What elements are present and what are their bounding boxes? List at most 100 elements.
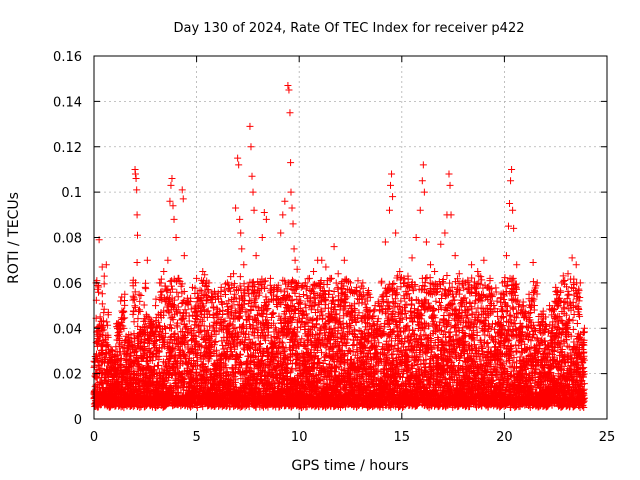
data-point — [279, 211, 287, 219]
data-point — [318, 256, 326, 264]
data-point — [232, 204, 240, 212]
data-point — [438, 356, 446, 364]
data-point — [406, 333, 414, 341]
data-point — [98, 263, 106, 271]
data-point — [466, 289, 474, 297]
data-point — [471, 285, 479, 293]
data-point — [570, 338, 578, 346]
data-point — [289, 220, 297, 228]
data-point — [416, 206, 424, 214]
data-point — [419, 161, 427, 169]
data-point — [285, 86, 293, 94]
data-point — [330, 243, 338, 251]
data-point — [170, 275, 178, 283]
data-point — [381, 238, 389, 246]
data-point — [512, 348, 520, 356]
data-point — [310, 268, 318, 276]
data-point — [394, 333, 402, 341]
data-point — [218, 300, 226, 308]
data-point — [545, 349, 553, 357]
data-point — [355, 309, 363, 317]
data-point — [298, 282, 306, 290]
data-point — [237, 229, 245, 237]
data-point — [131, 288, 139, 296]
data-point — [211, 338, 219, 346]
data-point — [179, 195, 187, 203]
data-point — [480, 256, 488, 264]
data-point — [529, 258, 537, 266]
data-point — [503, 281, 511, 289]
data-point — [400, 279, 408, 287]
data-point — [121, 338, 129, 346]
data-point — [513, 358, 521, 366]
data-point — [230, 294, 238, 302]
data-point — [536, 342, 544, 350]
data-point — [408, 254, 416, 262]
data-point — [334, 284, 342, 292]
data-point — [418, 177, 426, 185]
data-point — [387, 181, 395, 189]
data-point — [460, 284, 468, 292]
data-point — [228, 321, 236, 329]
data-point — [459, 372, 467, 380]
data-point — [287, 188, 295, 196]
data-point — [340, 256, 348, 264]
data-point — [385, 206, 393, 214]
data-point — [169, 202, 177, 210]
data-point — [154, 361, 162, 369]
data-point — [310, 334, 318, 342]
data-point — [293, 265, 301, 273]
data-point — [342, 310, 350, 318]
data-point — [351, 306, 359, 314]
data-point — [258, 234, 266, 241]
data-point — [334, 270, 342, 278]
data-point — [346, 302, 354, 310]
data-point — [455, 270, 463, 278]
data-point — [506, 199, 514, 207]
data-point — [322, 263, 330, 271]
data-point — [502, 252, 510, 260]
data-point — [252, 252, 260, 260]
data-point — [451, 252, 459, 260]
data-point — [515, 342, 523, 350]
data-point — [287, 159, 295, 167]
data-point — [568, 254, 576, 262]
data-point — [395, 310, 403, 318]
data-point — [548, 311, 556, 319]
data-point — [533, 279, 541, 287]
data-point — [160, 268, 168, 276]
data-point — [422, 238, 430, 246]
data-point — [132, 175, 140, 183]
data-point — [100, 272, 108, 280]
data-point — [133, 211, 141, 219]
data-point — [262, 215, 270, 223]
data-point — [507, 177, 515, 185]
data-point — [420, 188, 428, 196]
data-point — [505, 312, 513, 320]
data-point — [509, 206, 517, 214]
data-point — [291, 256, 299, 264]
data-point — [221, 291, 229, 299]
data-point — [170, 215, 178, 223]
data-point — [240, 261, 248, 269]
data-point — [298, 335, 306, 343]
data-point — [569, 316, 577, 324]
data-point — [152, 302, 160, 310]
data-point — [248, 172, 256, 180]
data-point — [513, 261, 521, 269]
data-point — [185, 317, 193, 325]
data-point — [133, 186, 141, 194]
data-point — [447, 211, 455, 219]
data-point — [567, 349, 575, 357]
data-point — [330, 343, 338, 351]
data-point — [435, 299, 443, 307]
data-point — [193, 274, 201, 282]
data-point — [284, 81, 292, 89]
data-point — [134, 231, 142, 239]
data-point — [397, 297, 405, 305]
data-point — [135, 290, 143, 298]
data-point — [287, 297, 295, 305]
data-point — [493, 297, 501, 305]
data-point — [230, 325, 238, 333]
data-point — [262, 336, 270, 344]
